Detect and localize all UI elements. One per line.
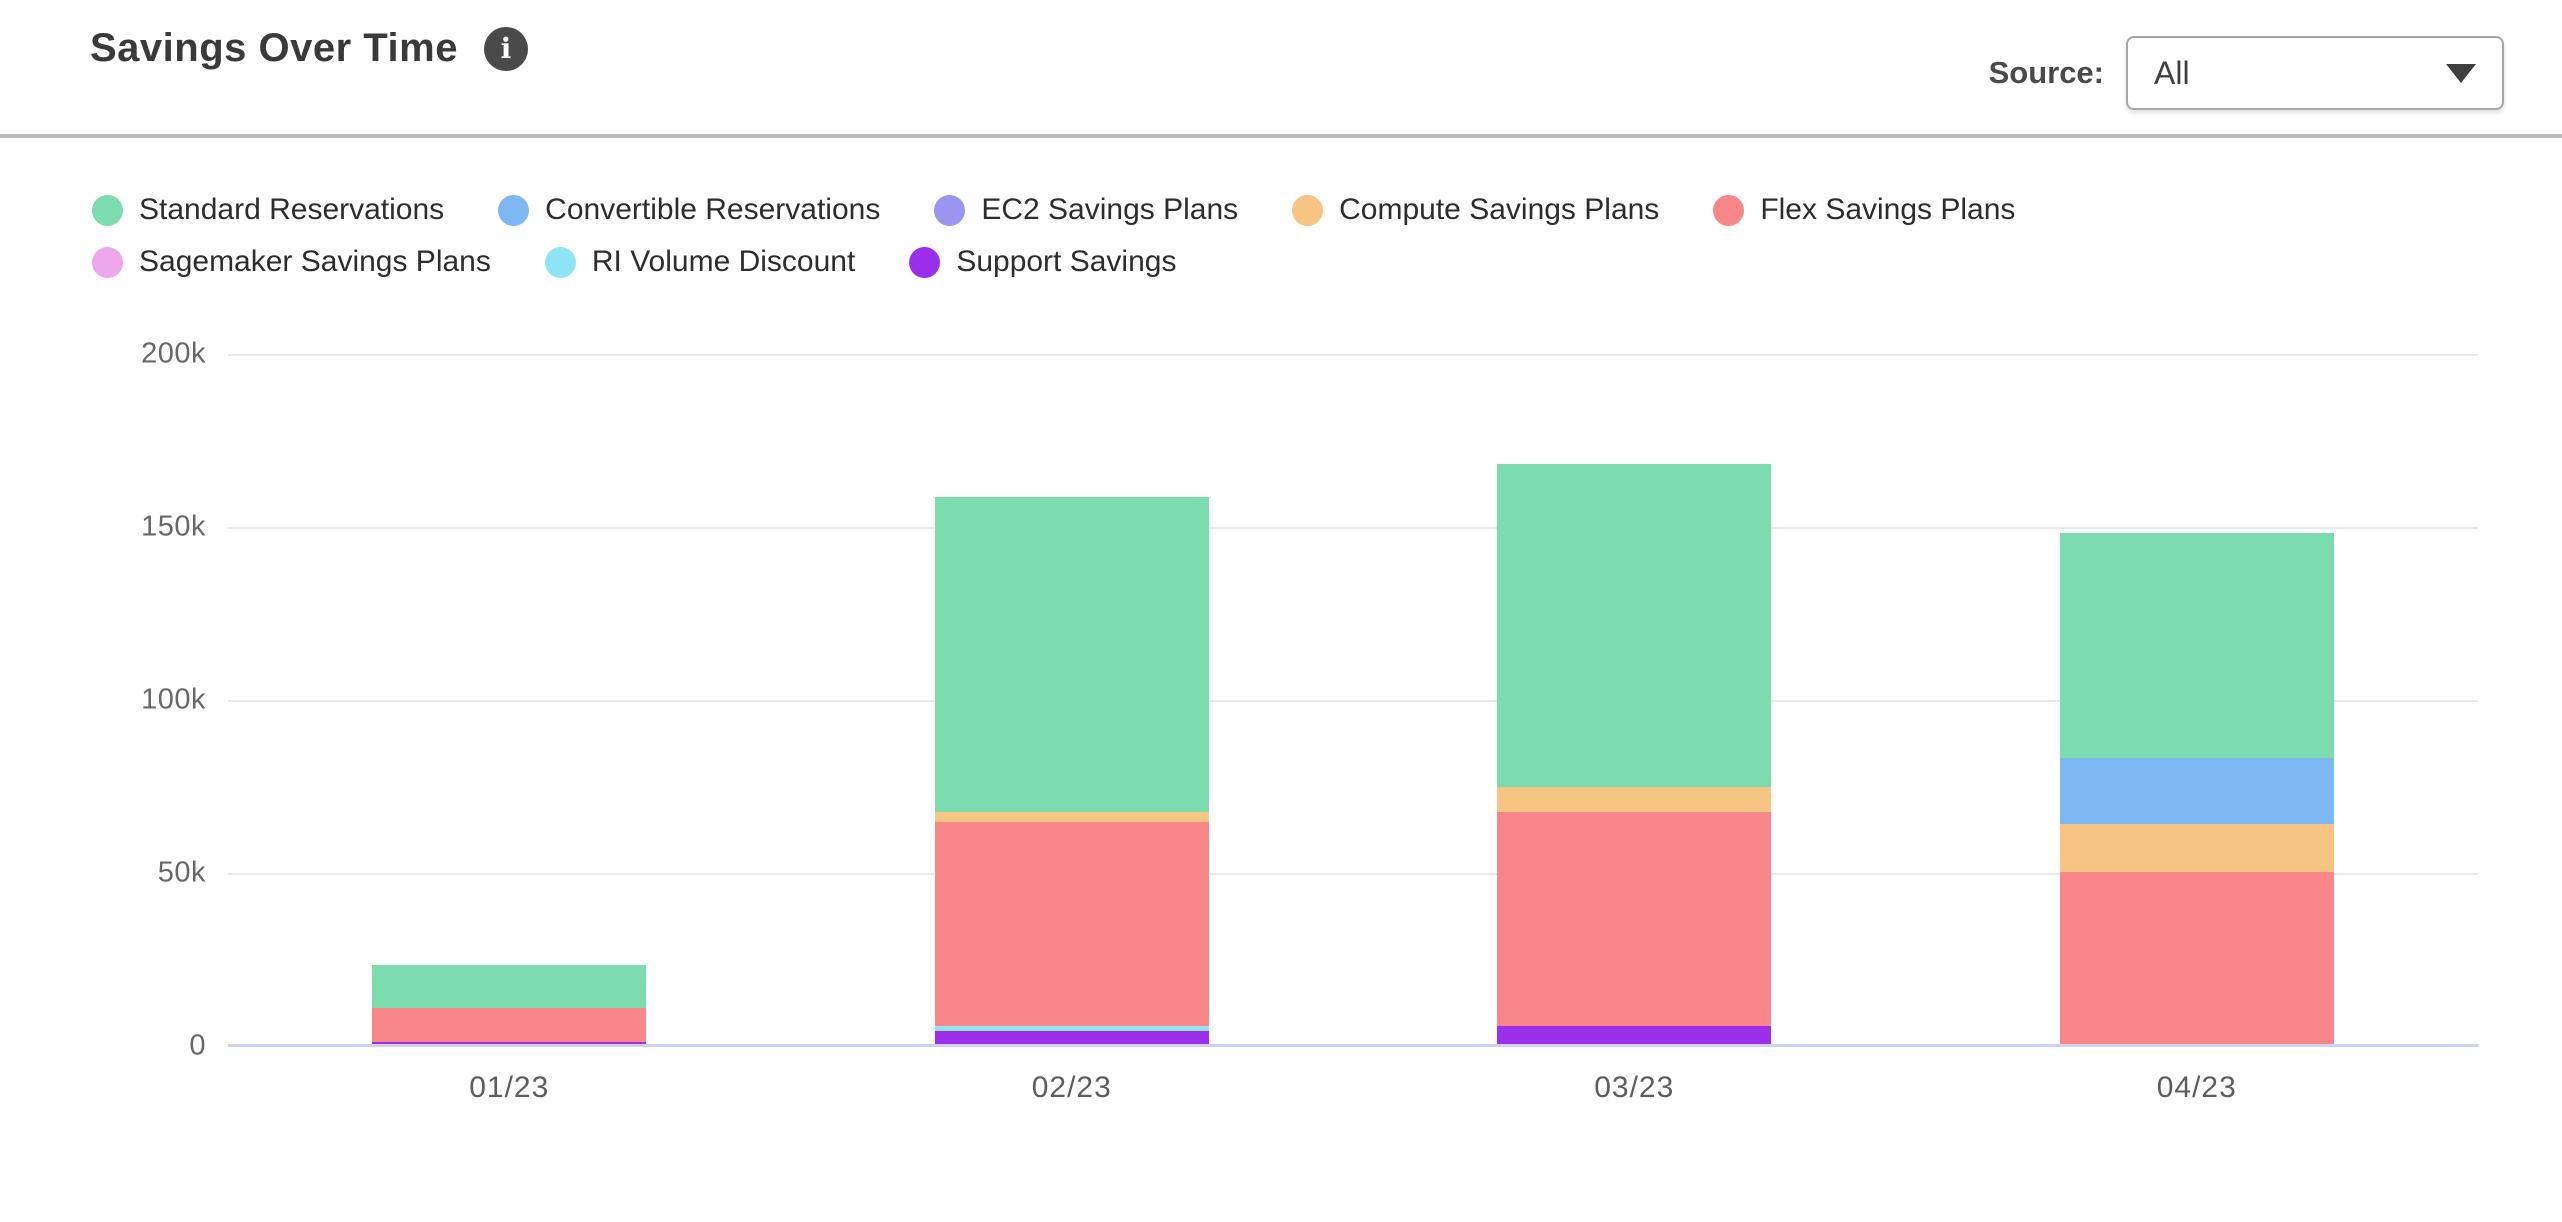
legend-label: Support Savings [956,245,1177,278]
stacked-bar-04-23[interactable] [2059,533,2334,1045]
page-title: Savings Over Time [90,26,458,70]
legend-label: EC2 Savings Plans [981,193,1239,226]
bar-segment-compute-savings-plans-02-23[interactable] [934,811,1209,822]
y-tick-label-0: 0 [189,1029,206,1062]
bar-slot-01-23 [228,354,791,1046]
y-tick-label-50k: 50k [157,856,206,889]
chevron-down-icon [2446,63,2476,83]
bar-segment-flex-savings-plans-03-23[interactable] [1497,811,1772,1026]
panel-header-right: Source: All [1989,36,2504,110]
bar-segment-standard-reservations-02-23[interactable] [934,496,1209,812]
legend-item-standard-reservations[interactable]: Standard Reservations [92,192,444,228]
legend-dot-standard-reservations [92,194,123,226]
bar-segment-flex-savings-plans-04-23[interactable] [2059,872,2334,1045]
bar-segment-convertible-reservations-04-23[interactable] [2059,757,2334,824]
panel-header-left: Savings Over Time i [90,26,528,71]
source-dropdown[interactable]: All [2126,36,2504,110]
bar-segment-compute-savings-plans-03-23[interactable] [1497,787,1772,812]
gridline-50k [228,873,2478,875]
bar-segment-flex-savings-plans-02-23[interactable] [934,821,1209,1027]
bar-slot-03-23 [1353,354,1916,1046]
source-dropdown-value: All [2154,54,2190,91]
legend-dot-compute-savings-plans [1292,194,1324,226]
stacked-bar-03-23[interactable] [1497,463,1772,1045]
legend-dot-ec2-savings-plans [934,194,966,226]
x-tick-label-01-23: 01/23 [469,1071,550,1104]
info-icon[interactable]: i [483,26,528,71]
bar-segment-support-savings-01-23[interactable] [372,1042,647,1045]
bar-segment-standard-reservations-04-23[interactable] [2059,533,2334,758]
legend-item-sagemaker-savings-plans[interactable]: Sagemaker Savings Plans [92,244,491,280]
source-label: Source: [1988,55,2104,90]
legend-dot-flex-savings-plans [1713,194,1745,226]
bar-slot-04-23 [1916,354,2479,1046]
legend-item-ri-volume-discount[interactable]: RI Volume Discount [544,244,856,280]
bar-segment-standard-reservations-03-23[interactable] [1497,463,1772,788]
legend-dot-convertible-reservations [498,194,530,226]
legend-label: Standard Reservations [139,193,445,226]
bar-segment-support-savings-03-23[interactable] [1497,1026,1772,1045]
gridline-150k [228,527,2478,529]
legend-label: RI Volume Discount [591,245,856,278]
bar-segment-ri-volume-discount-02-23[interactable] [934,1026,1209,1032]
legend-dot-ri-volume-discount [544,246,576,278]
legend-item-support-savings[interactable]: Support Savings [909,244,1176,280]
stacked-bar-02-23[interactable] [934,496,1209,1045]
legend-dot-support-savings [909,246,941,278]
chart-legend: Standard Reservations Convertible Reserva… [92,192,2312,280]
bar-segment-standard-reservations-01-23[interactable] [372,964,647,1008]
legend-item-ec2-savings-plans[interactable]: EC2 Savings Plans [934,192,1238,228]
x-tick-label-02-23: 02/23 [1031,1071,1112,1104]
bar-segment-flex-savings-plans-01-23[interactable] [372,1007,647,1043]
legend-label: Flex Savings Plans [1760,193,2016,226]
header-divider [0,134,2562,138]
legend-item-convertible-reservations[interactable]: Convertible Reservations [498,192,880,228]
stacked-bar-01-23[interactable] [372,964,647,1045]
y-tick-label-150k: 150k [141,510,206,543]
x-tick-label-04-23: 04/23 [2156,1071,2237,1104]
legend-item-compute-savings-plans[interactable]: Compute Savings Plans [1292,192,1659,228]
legend-item-flex-savings-plans[interactable]: Flex Savings Plans [1713,192,2015,228]
legend-dot-sagemaker-savings-plans [92,246,123,278]
legend-label: Sagemaker Savings Plans [139,245,491,278]
plot-area [228,354,2478,1046]
x-axis-line [228,1044,2478,1047]
bar-segment-compute-savings-plans-04-23[interactable] [2059,823,2334,872]
gridline-100k [228,700,2478,702]
x-tick-label-03-23: 03/23 [1594,1071,1675,1104]
bar-segment-support-savings-02-23[interactable] [934,1031,1209,1045]
y-tick-label-200k: 200k [141,337,206,370]
legend-label: Convertible Reservations [545,193,881,226]
y-tick-label-100k: 100k [141,683,206,716]
gridline-200k [228,354,2478,356]
bar-slot-02-23 [791,354,1354,1046]
legend-label: Compute Savings Plans [1339,193,1660,226]
